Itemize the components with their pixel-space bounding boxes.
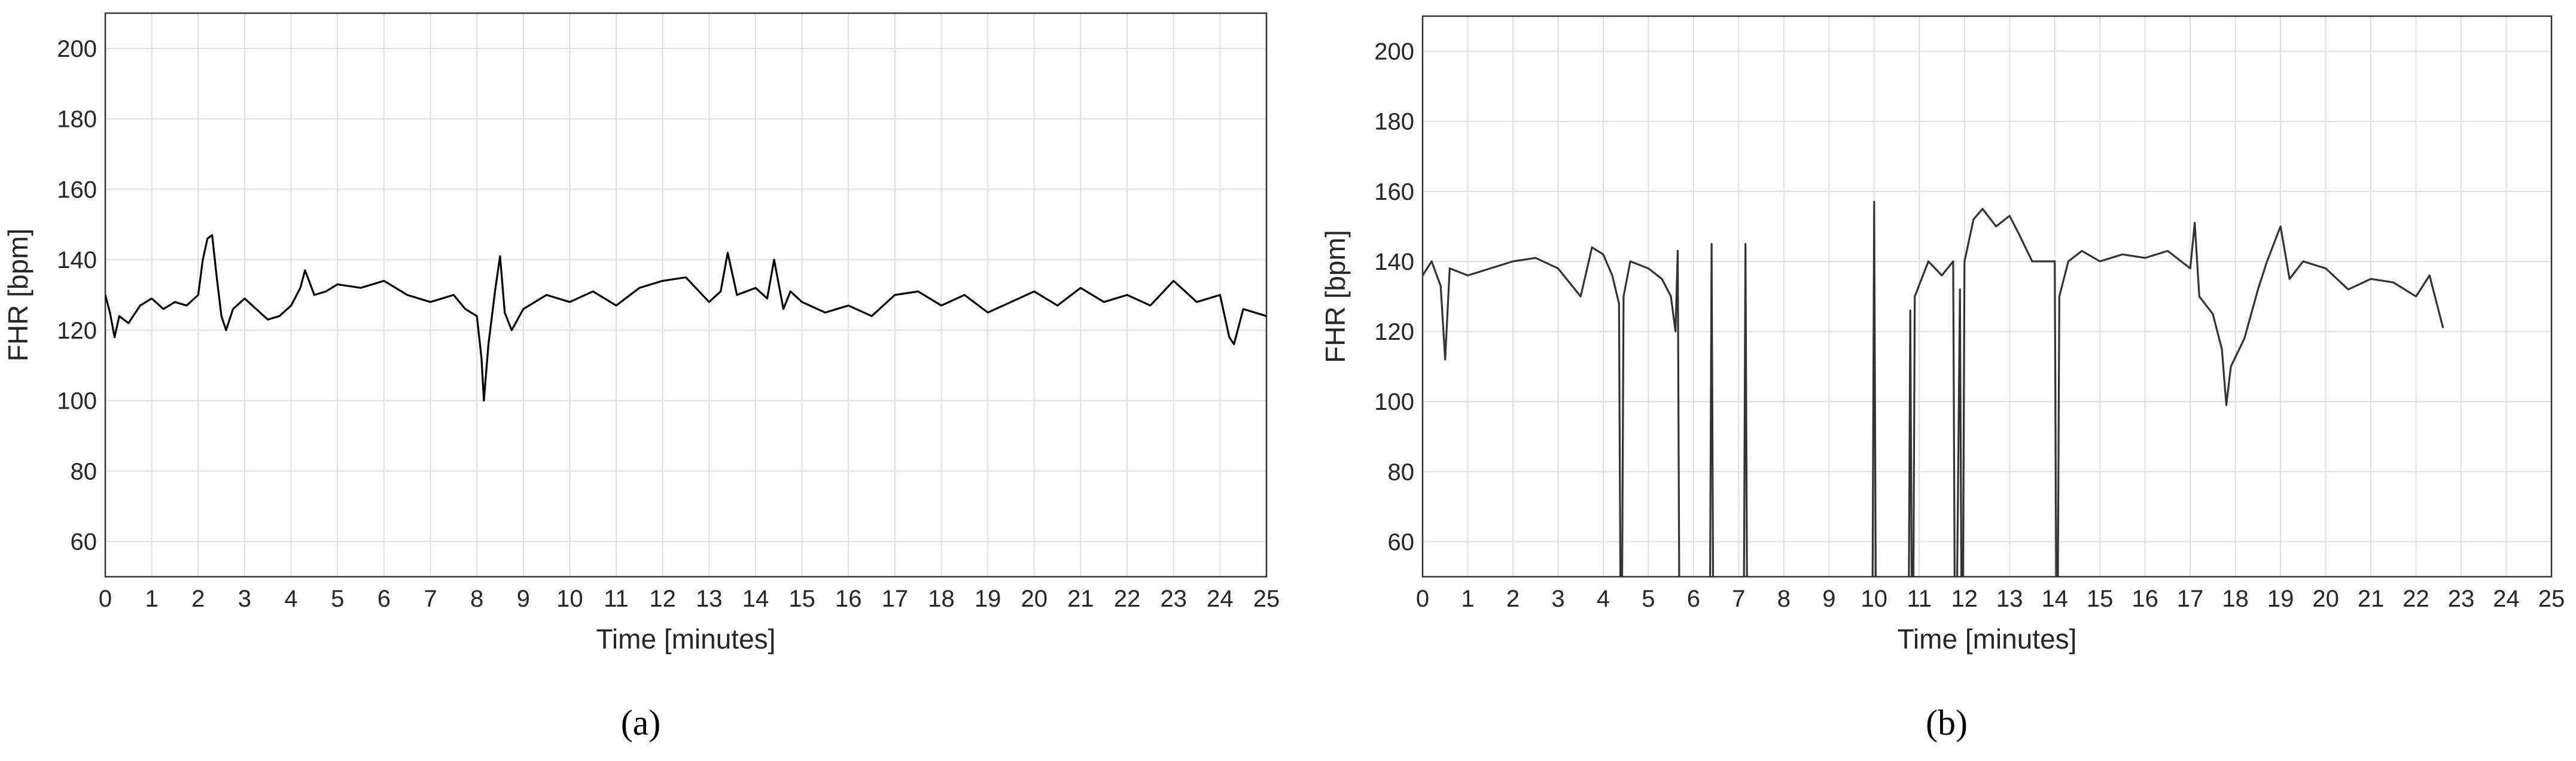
x-tick-label: 5: [1642, 586, 1655, 612]
y-tick-label: 180: [1374, 109, 1414, 135]
y-tick-label: 80: [1388, 459, 1415, 485]
x-tick-label: 22: [2403, 586, 2429, 612]
x-tick-label: 23: [2448, 586, 2475, 612]
x-tick-label: 6: [1687, 586, 1700, 612]
x-tick-label: 17: [2177, 586, 2204, 612]
y-tick-label: 100: [1374, 389, 1414, 415]
x-tick-label: 1: [1461, 586, 1474, 612]
x-tick-label: 21: [1067, 586, 1094, 612]
y-tick-label: 140: [1374, 249, 1414, 275]
y-tick-label: 120: [57, 318, 97, 344]
x-tick-label: 18: [928, 586, 955, 612]
y-tick-label: 120: [1374, 319, 1414, 345]
x-tick-label: 21: [2358, 586, 2385, 612]
x-tick-label: 13: [696, 586, 723, 612]
x-tick-label: 10: [556, 586, 583, 612]
y-tick-label: 60: [1388, 529, 1415, 555]
caption: (b): [1926, 703, 1968, 742]
y-tick-label: 180: [57, 106, 97, 133]
y-tick-label: 80: [71, 458, 98, 485]
y-tick-label: 140: [57, 247, 97, 273]
y-tick-label: 60: [71, 529, 98, 555]
x-tick-label: 14: [742, 586, 769, 612]
y-axis-label: FHR [bpm]: [1320, 230, 1351, 363]
x-tick-label: 24: [1207, 586, 1234, 612]
x-tick-label: 1: [145, 586, 159, 612]
y-tick-label: 200: [1374, 39, 1414, 65]
x-tick-label: 19: [975, 586, 1001, 612]
x-tick-label: 3: [238, 586, 251, 612]
x-tick-label: 13: [1996, 586, 2023, 612]
x-tick-label: 8: [1777, 586, 1791, 612]
x-tick-label: 5: [331, 586, 344, 612]
x-tick-label: 9: [1822, 586, 1835, 612]
x-tick-label: 7: [424, 586, 437, 612]
x-tick-label: 12: [649, 586, 676, 612]
x-tick-label: 3: [1551, 586, 1564, 612]
x-tick-label: 22: [1114, 586, 1141, 612]
x-axis-label: Time [minutes]: [596, 623, 776, 655]
x-tick-label: 18: [2222, 586, 2249, 612]
x-tick-label: 11: [604, 586, 629, 612]
x-tick-label: 16: [2132, 586, 2158, 612]
plot-frame: [1421, 15, 2553, 578]
x-tick-label: 15: [788, 586, 815, 612]
x-tick-label: 2: [191, 586, 205, 612]
x-tick-label: 0: [99, 586, 112, 612]
x-axis-label: Time [minutes]: [1898, 623, 2077, 655]
x-tick-label: 24: [2493, 586, 2520, 612]
x-tick-label: 23: [1160, 586, 1187, 612]
x-tick-label: 17: [882, 586, 909, 612]
y-tick-label: 200: [57, 36, 97, 62]
fhr-line: [105, 234, 1266, 402]
y-tick-label: 160: [1374, 179, 1414, 205]
x-tick-label: 11: [1907, 586, 1932, 612]
x-tick-label: 10: [1861, 586, 1888, 612]
y-tick-label: 100: [57, 388, 97, 415]
y-axis-label: FHR [bpm]: [2, 229, 34, 361]
x-tick-label: 15: [2087, 586, 2114, 612]
x-tick-label: 20: [2312, 586, 2339, 612]
x-tick-label: 12: [1951, 586, 1978, 612]
x-tick-label: 25: [2538, 586, 2565, 612]
fhr-line: [1423, 200, 2444, 577]
y-tick-label: 160: [57, 176, 97, 203]
x-tick-label: 16: [835, 586, 862, 612]
x-tick-label: 0: [1416, 586, 1429, 612]
x-tick-label: 2: [1506, 586, 1520, 612]
x-tick-label: 4: [1597, 586, 1610, 612]
x-tick-label: 4: [284, 586, 297, 612]
x-tick-label: 7: [1732, 586, 1745, 612]
x-tick-label: 9: [517, 586, 530, 612]
x-tick-label: 6: [377, 586, 391, 612]
x-tick-label: 20: [1021, 586, 1048, 612]
x-tick-label: 19: [2267, 586, 2294, 612]
x-tick-label: 8: [470, 586, 483, 612]
x-tick-label: 14: [2041, 586, 2068, 612]
x-tick-label: 25: [1253, 586, 1280, 612]
caption: (a): [621, 703, 661, 742]
